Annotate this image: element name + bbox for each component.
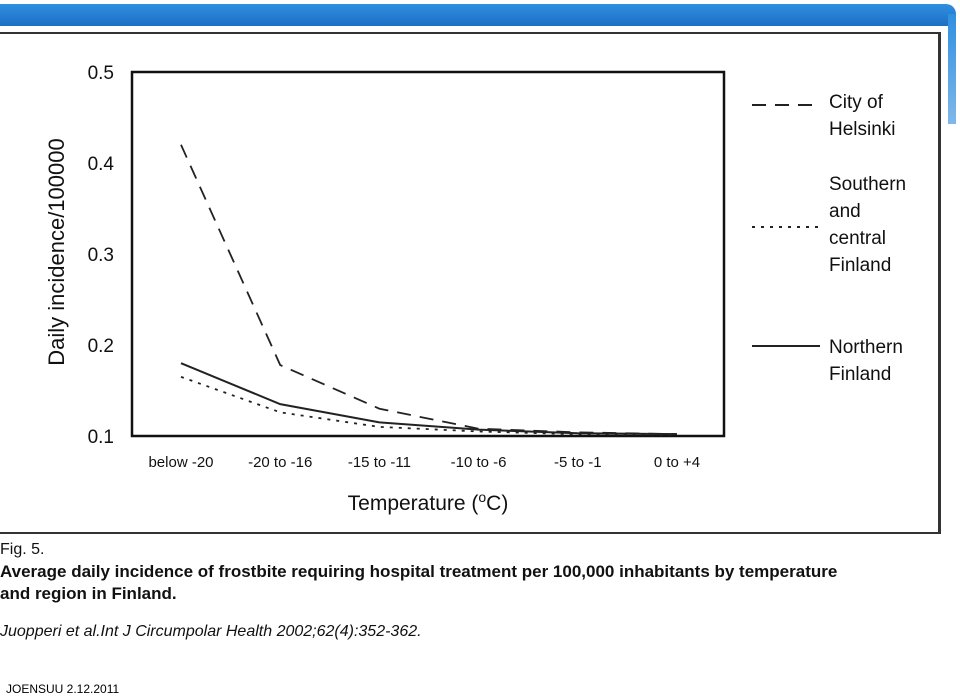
y-tick-label: 0.2	[88, 336, 114, 357]
slide-right-bar	[948, 14, 956, 124]
figure-citation: Juopperi et al.Int J Circumpolar Health …	[0, 623, 422, 640]
legend-label: Northern Finland	[829, 337, 903, 385]
x-tick-label: 0 to +4	[654, 454, 700, 471]
x-tick-label: -5 to -1	[554, 454, 602, 471]
plot-frame	[130, 70, 726, 438]
y-tick-label: 0.4	[88, 154, 115, 175]
legend-label: City of Helsinki	[829, 92, 896, 140]
figure-title: Average daily incidence of frostbite req…	[0, 561, 837, 605]
series-line-dashed	[180, 144, 678, 436]
figure-title-line-2: and region in Finland.	[0, 584, 177, 603]
x-tick-label: below -20	[148, 454, 213, 471]
figure-label: Fig. 5.	[0, 541, 45, 558]
x-tick-label: -15 to -11	[348, 454, 411, 471]
x-tick-label: -10 to -6	[451, 454, 507, 471]
x-tick-label: -20 to -16	[248, 454, 312, 471]
y-tick-label: 0.3	[88, 245, 114, 266]
y-tick-label: 0.1	[88, 427, 114, 448]
slide-footer: JOENSUU 2.12.2011	[6, 682, 120, 696]
figure-frame	[0, 32, 941, 534]
frostbite-line-chart: 0.1 0.2 0.3 0.4 0.5 below -20 -20 to -16 -15 t…	[44, 63, 906, 515]
figure-title-line-1: Average daily incidence of frostbite req…	[0, 562, 838, 581]
series-line-solid	[180, 362, 678, 436]
y-tick-label: 0.5	[88, 63, 114, 84]
y-axis-label: Daily incidence/100000	[44, 138, 69, 366]
legend-label: Southern and central Finland	[829, 174, 906, 276]
slide-top-bar	[0, 4, 956, 26]
x-axis-label: Temperature (oC)	[348, 489, 509, 515]
